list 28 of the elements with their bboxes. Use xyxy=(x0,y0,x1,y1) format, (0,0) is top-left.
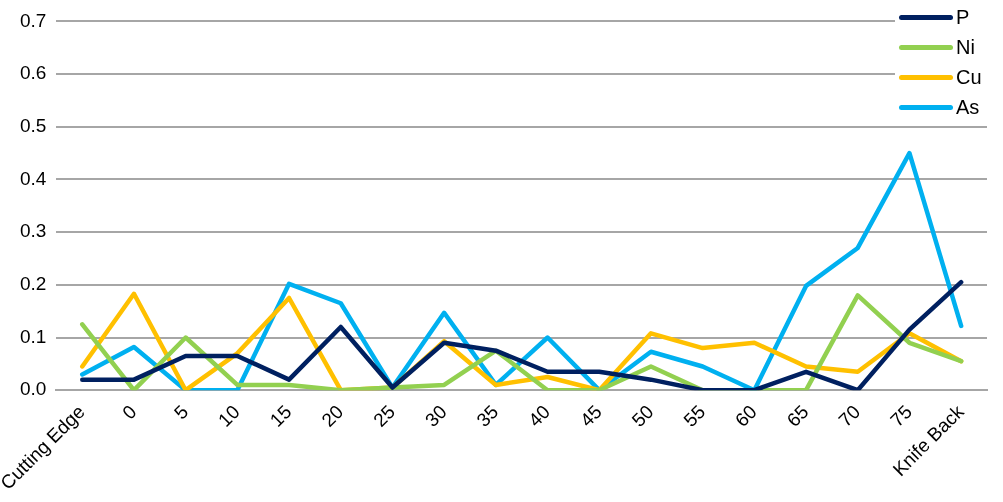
x-tick-label: 60 xyxy=(731,400,761,431)
legend-label: Cu xyxy=(956,65,982,89)
x-tick-label: 30 xyxy=(420,400,451,431)
legend-label: As xyxy=(956,95,980,119)
legend-label: P xyxy=(956,5,970,29)
y-tick-label: 0.3 xyxy=(19,220,47,242)
y-tick-label: 0.2 xyxy=(19,273,47,295)
y-tick-label: 0.7 xyxy=(19,9,47,31)
y-tick-label: 0.5 xyxy=(19,115,47,137)
x-tick-label: 45 xyxy=(575,400,606,431)
y-tick-label: 0.0 xyxy=(19,378,47,400)
x-tick-label: 40 xyxy=(524,400,555,431)
x-tick-label: 75 xyxy=(886,400,916,431)
y-tick-label: 0.1 xyxy=(19,325,47,347)
legend-label: Ni xyxy=(956,35,975,59)
x-tick-label: 65 xyxy=(782,400,813,431)
x-tick-label: 20 xyxy=(317,400,348,431)
x-tick-label: 0 xyxy=(118,400,141,424)
x-tick-label: 10 xyxy=(214,400,244,431)
x-tick-label: 5 xyxy=(169,400,193,424)
y-tick-label: 0.6 xyxy=(19,62,47,84)
x-tick-label: 35 xyxy=(472,400,503,431)
x-tick-label: 50 xyxy=(627,400,658,431)
x-tick-label: 25 xyxy=(369,400,399,431)
y-tick-label: 0.4 xyxy=(19,167,47,189)
x-tick-label: 70 xyxy=(834,400,865,431)
x-tick-label: 15 xyxy=(265,400,296,431)
x-tick-label: 55 xyxy=(679,400,710,431)
